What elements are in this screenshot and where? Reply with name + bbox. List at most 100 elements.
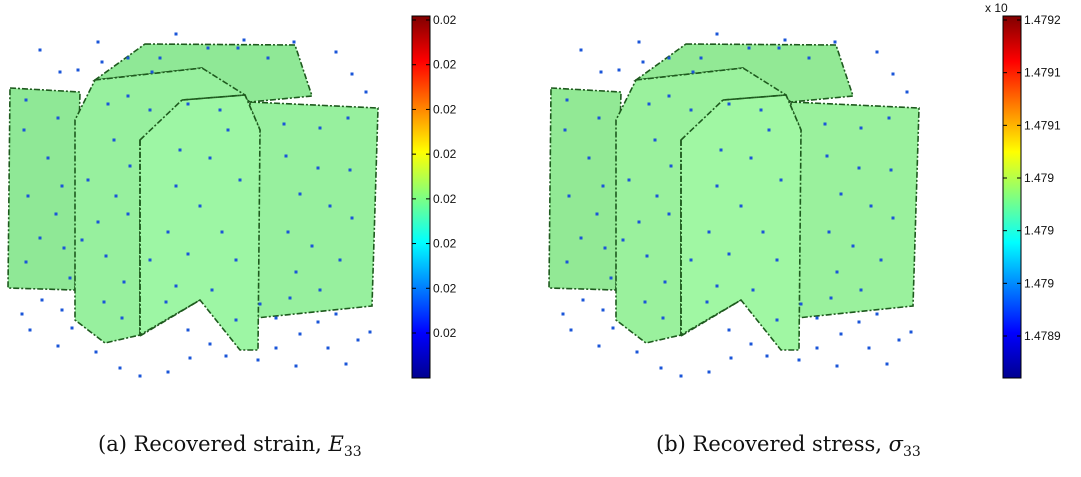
sample-point xyxy=(775,258,779,262)
caption-text: (a) Recovered strain, xyxy=(98,432,329,456)
colorbar-tick-label: 0.02 xyxy=(433,102,457,116)
sample-point xyxy=(24,260,28,264)
patch-edge-1 xyxy=(181,94,246,101)
sample-point xyxy=(96,220,100,224)
sample-point xyxy=(729,356,733,360)
colorbar-tick-label: 1.479 xyxy=(1024,171,1054,185)
sample-point xyxy=(715,184,719,188)
sample-point xyxy=(186,252,190,256)
sample-point xyxy=(715,284,719,288)
sample-point xyxy=(266,56,270,60)
sample-point xyxy=(691,70,695,74)
sample-point xyxy=(599,70,603,74)
sample-point xyxy=(859,126,863,130)
sample-point xyxy=(294,364,298,368)
sample-point xyxy=(761,230,765,234)
sample-point xyxy=(224,354,228,358)
sample-point xyxy=(617,68,621,72)
sample-point xyxy=(138,374,142,378)
face-left xyxy=(548,87,622,291)
colorbar xyxy=(411,15,431,379)
colorbar-tick-label: 1.4791 xyxy=(1024,118,1061,132)
colorbar-tick-label: 0.02 xyxy=(433,326,457,340)
sample-point xyxy=(60,184,64,188)
sample-point xyxy=(316,166,320,170)
sample-point xyxy=(825,154,829,158)
sample-point xyxy=(148,258,152,262)
sample-point xyxy=(38,48,42,52)
face-right xyxy=(249,101,379,319)
sample-point xyxy=(645,254,649,258)
sample-point xyxy=(120,316,124,320)
sample-point xyxy=(112,138,116,142)
sample-point xyxy=(126,212,130,216)
sample-point xyxy=(749,156,753,160)
face-front-right xyxy=(139,94,261,351)
sample-point xyxy=(94,350,98,354)
sample-point xyxy=(126,56,130,60)
sample-point xyxy=(627,178,631,182)
sample-point xyxy=(86,178,90,182)
sample-point xyxy=(767,128,771,132)
sample-point xyxy=(38,236,42,240)
sample-point xyxy=(783,38,787,42)
sample-point xyxy=(601,184,605,188)
sample-point xyxy=(815,346,819,350)
colorbar-tick-label: 1.4791 xyxy=(1024,66,1061,80)
sample-point xyxy=(282,122,286,126)
sample-point xyxy=(126,94,130,98)
colorbar-tick-label: 0.02 xyxy=(433,237,457,251)
sample-point xyxy=(234,258,238,262)
sample-point xyxy=(186,328,190,332)
face-left xyxy=(7,87,81,291)
sample-point xyxy=(835,364,839,368)
face-front-right xyxy=(680,94,802,351)
sample-point xyxy=(563,128,567,132)
sample-point xyxy=(727,102,731,106)
sample-point xyxy=(909,330,913,334)
sample-point xyxy=(637,40,641,44)
sample-point xyxy=(338,258,342,262)
sample-point xyxy=(567,194,571,198)
caption-stress: (b) Recovered stress, σ33 xyxy=(656,432,921,460)
sample-point xyxy=(242,38,246,42)
sample-point xyxy=(579,48,583,52)
sample-point xyxy=(76,68,80,72)
sample-point xyxy=(647,102,651,106)
sample-point xyxy=(667,212,671,216)
sample-point xyxy=(274,346,278,350)
sample-point xyxy=(667,56,671,60)
sample-point xyxy=(581,298,585,302)
colorbar xyxy=(1002,15,1022,379)
sample-point xyxy=(218,108,222,112)
sample-point xyxy=(815,316,819,320)
sample-point xyxy=(26,194,30,198)
sample-point xyxy=(24,98,28,102)
sample-point xyxy=(70,326,74,330)
caption-subscript: 33 xyxy=(343,444,362,461)
sample-point xyxy=(326,346,330,350)
sample-point xyxy=(669,164,673,168)
sample-point xyxy=(839,192,843,196)
sample-point xyxy=(835,270,839,274)
sample-point xyxy=(104,254,108,258)
sample-point xyxy=(879,258,883,262)
sample-point xyxy=(188,356,192,360)
sample-point xyxy=(875,50,879,54)
colorbar-tick-label: 1.479 xyxy=(1024,224,1054,238)
sample-point xyxy=(208,156,212,160)
sample-point xyxy=(310,244,314,248)
sample-point xyxy=(164,300,168,304)
sample-point xyxy=(334,312,338,316)
sample-point xyxy=(689,108,693,112)
sample-point xyxy=(318,288,322,292)
sample-point xyxy=(318,126,322,130)
sample-point xyxy=(679,374,683,378)
sample-point xyxy=(663,280,667,284)
sample-point xyxy=(40,298,44,302)
sample-point xyxy=(799,302,803,306)
sample-point xyxy=(46,156,50,160)
sample-point xyxy=(68,276,72,280)
sample-point xyxy=(739,204,743,208)
sample-point xyxy=(705,300,709,304)
